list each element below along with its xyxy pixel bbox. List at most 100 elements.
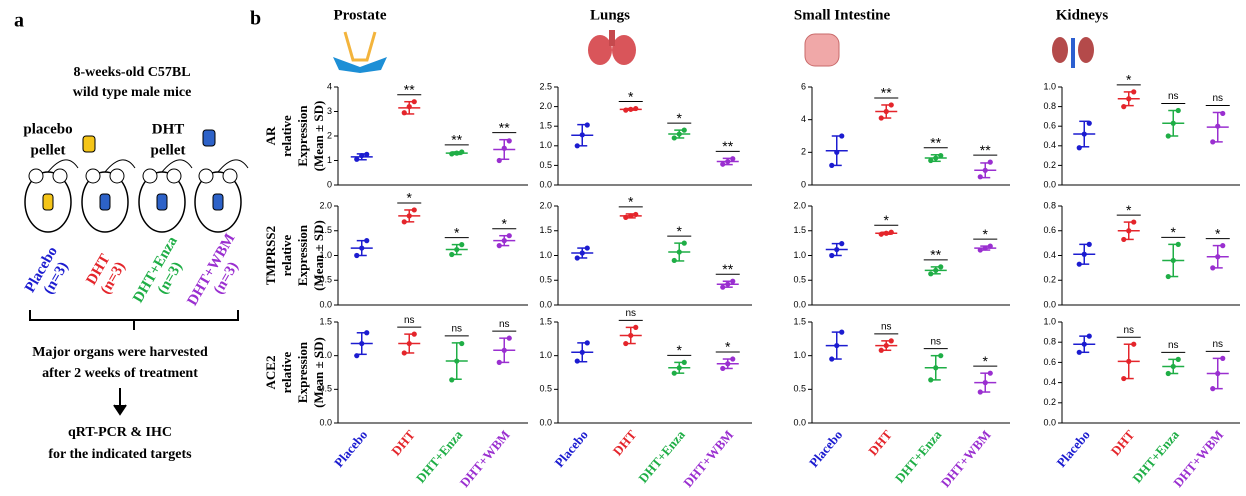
data-point xyxy=(933,155,939,161)
significance: * xyxy=(1171,224,1177,240)
data-point xyxy=(449,251,455,258)
data-point xyxy=(633,211,639,218)
data-point xyxy=(888,338,894,344)
data-point xyxy=(1131,219,1137,225)
data-point xyxy=(1210,265,1216,271)
y-tick-label: 0.5 xyxy=(539,160,552,170)
data-point xyxy=(977,389,983,395)
data-point xyxy=(1081,341,1087,347)
mouse-ear xyxy=(52,168,68,184)
data-point xyxy=(406,104,412,110)
data-point xyxy=(623,214,629,220)
data-point xyxy=(676,249,682,255)
y-tick-label: 0.4 xyxy=(1043,250,1056,260)
row-label: ACE2 xyxy=(263,356,278,390)
mouse-ear xyxy=(109,168,125,184)
y-tick-label: 0.5 xyxy=(793,275,806,285)
y-tick-label: 0.0 xyxy=(539,299,552,309)
data-point xyxy=(730,156,736,162)
significance: ** xyxy=(980,142,991,158)
significance: ** xyxy=(451,132,462,148)
data-point xyxy=(928,157,934,164)
y-tick-label: 1.0 xyxy=(539,350,552,360)
data-point xyxy=(411,99,417,105)
data-point xyxy=(501,238,507,244)
mouse-ear xyxy=(166,168,182,184)
data-point xyxy=(720,284,726,290)
step-text: Major organs were harvested xyxy=(32,345,208,360)
y-tick-label: 1.5 xyxy=(539,225,552,235)
significance: * xyxy=(677,110,683,126)
data-point xyxy=(359,153,365,159)
data-point xyxy=(938,153,944,159)
mouse-ear xyxy=(222,168,238,184)
significance: * xyxy=(725,339,731,355)
y-tick-label: 2 xyxy=(801,147,806,157)
significance: * xyxy=(983,226,989,242)
y-tick-label: 1.5 xyxy=(793,316,806,326)
data-point xyxy=(628,106,634,112)
significance: ns xyxy=(1123,325,1134,336)
data-point xyxy=(933,267,939,273)
data-point xyxy=(454,246,460,253)
data-point xyxy=(878,115,884,121)
heading: 8-weeks-old C57BL xyxy=(73,65,190,80)
data-point xyxy=(1081,131,1087,137)
data-point xyxy=(839,241,845,247)
data-point xyxy=(459,149,465,155)
data-point xyxy=(725,158,731,165)
significance: ns xyxy=(1212,339,1223,350)
row-label: AR xyxy=(263,126,278,145)
x-category-label: DHT xyxy=(865,427,895,458)
data-point xyxy=(1086,241,1092,247)
y-tick-label: 4 xyxy=(801,114,806,124)
row-label: Expression xyxy=(295,105,310,167)
row-label: relative xyxy=(279,351,294,393)
mouse-ear xyxy=(28,168,44,184)
data-point xyxy=(364,151,370,157)
pellet xyxy=(42,193,54,211)
significance: * xyxy=(677,223,683,239)
significance: ** xyxy=(404,81,415,97)
data-point xyxy=(401,110,407,116)
y-tick-label: 1.0 xyxy=(319,250,332,260)
data-point xyxy=(574,358,580,364)
data-point xyxy=(730,356,736,362)
pellet xyxy=(212,193,224,211)
data-point xyxy=(1220,355,1226,361)
x-category-label: DHT+WBM xyxy=(938,427,994,490)
significance: ns xyxy=(1168,91,1179,102)
y-tick-label: 0.0 xyxy=(319,417,332,427)
significance: * xyxy=(1126,72,1132,88)
step-text: for the indicated targets xyxy=(48,447,192,462)
pellet xyxy=(156,193,168,211)
y-tick-label: 1.0 xyxy=(319,350,332,360)
data-point xyxy=(1121,236,1127,243)
y-tick-label: 0.8 xyxy=(1043,101,1056,111)
y-tick-label: 1.5 xyxy=(539,121,552,131)
data-point xyxy=(878,347,884,353)
data-point xyxy=(459,340,465,347)
x-category-label: DHT+Enza xyxy=(413,427,466,486)
y-tick-label: 1.5 xyxy=(539,316,552,326)
data-point xyxy=(1086,333,1092,339)
data-point xyxy=(584,122,590,128)
y-tick-label: 1.0 xyxy=(539,140,552,150)
data-point xyxy=(623,107,629,113)
data-point xyxy=(982,167,988,173)
data-point xyxy=(883,342,889,349)
group-label: DHT(n=3) xyxy=(83,252,128,297)
significance: * xyxy=(502,215,508,231)
y-tick-label: 2.0 xyxy=(539,101,552,111)
data-point xyxy=(623,340,629,347)
y-tick-label: 0.0 xyxy=(1043,417,1056,427)
data-point xyxy=(1121,104,1127,110)
data-point xyxy=(496,359,502,365)
data-point xyxy=(1076,145,1082,151)
data-point xyxy=(681,240,687,246)
data-point xyxy=(579,349,585,355)
data-point xyxy=(1165,370,1171,377)
significance: ** xyxy=(930,247,941,263)
data-point xyxy=(584,340,590,346)
x-category-label: DHT xyxy=(610,427,640,458)
